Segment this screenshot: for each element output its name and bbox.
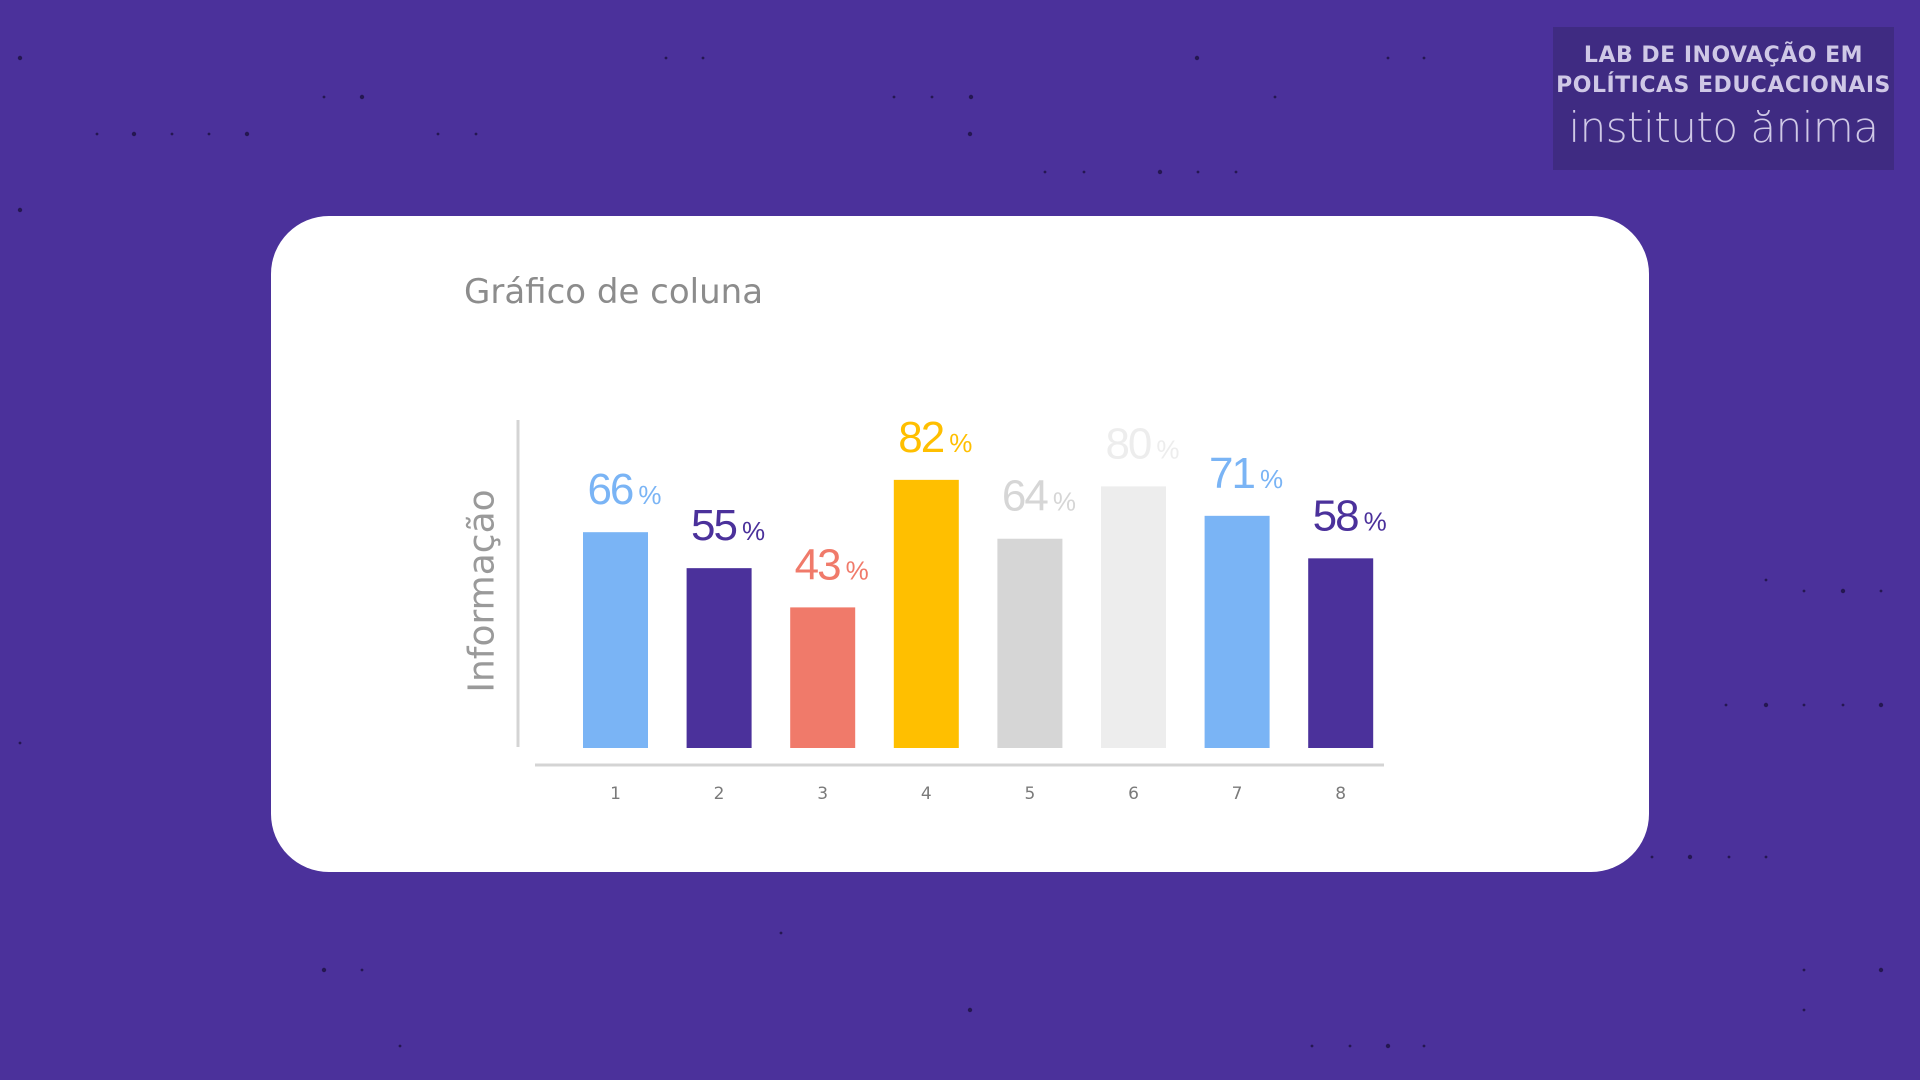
background-dot (1802, 703, 1806, 707)
background-dot (1385, 1043, 1391, 1049)
background-dot (1802, 968, 1806, 972)
background-dot (967, 131, 973, 137)
background-dot (359, 94, 365, 100)
background-dot (779, 931, 783, 935)
x-tick-label-3: 3 (817, 784, 828, 804)
background-dot (95, 132, 99, 136)
background-dot (1878, 702, 1884, 708)
data-label-1: 66% (587, 465, 661, 514)
background-dot (1348, 1044, 1352, 1048)
bar-8 (1308, 558, 1374, 748)
background-dot (1687, 854, 1693, 860)
background-dot (1727, 855, 1731, 859)
bar-7 (1204, 515, 1270, 748)
background-dot (1422, 56, 1426, 60)
data-label-7: 71% (1209, 449, 1283, 498)
background-dot (474, 132, 478, 136)
brand-line-1: LAB DE INOVAÇÃO EM (1583, 43, 1864, 68)
background-dot (207, 132, 211, 136)
data-label-2: 55% (691, 501, 765, 550)
x-tick-label-2: 2 (714, 784, 725, 804)
data-label-4: 82% (898, 413, 972, 462)
background-dot (1650, 855, 1654, 859)
background-dot (1841, 703, 1845, 707)
background-dot (1043, 170, 1047, 174)
background-dot (18, 741, 22, 745)
x-tick-label-1: 1 (610, 784, 621, 804)
data-label-8: 58% (1313, 491, 1387, 540)
bar-3 (790, 607, 856, 748)
chart-title: Gráfico de coluna (464, 272, 764, 312)
instituto-anima-logo: instituto ănima (1568, 103, 1879, 152)
background-dot (244, 131, 250, 137)
background-dot (1386, 56, 1390, 60)
x-tick-label-6: 6 (1128, 784, 1139, 804)
x-tick-label-8: 8 (1335, 784, 1346, 804)
background-dot (967, 1007, 973, 1013)
background-dot (1196, 170, 1200, 174)
background-dot (17, 207, 23, 213)
brand-line-2: POLÍTICAS EDUCACIONAIS (1556, 73, 1891, 98)
bar-5 (997, 538, 1063, 748)
bars-group: 66 % 1 55 % 2 43 % 3 82 % 4 64 % 5 80 % 6 71 % 7 58 % 8 (583, 413, 1389, 804)
background-dot (17, 55, 23, 61)
background-dot (322, 95, 326, 99)
background-dot (1763, 702, 1769, 708)
x-tick-label-4: 4 (921, 784, 932, 804)
background-dot (1310, 1044, 1314, 1048)
data-label-5: 64% (1002, 472, 1076, 521)
background-dot (930, 95, 934, 99)
background-dot (1879, 589, 1883, 593)
x-tick-label-7: 7 (1232, 784, 1243, 804)
background-dot (892, 95, 896, 99)
background-dot (1878, 967, 1884, 973)
background-dot (321, 967, 327, 973)
data-label-6: 80% (1105, 419, 1179, 468)
background-dot (131, 131, 137, 137)
background-dot (360, 968, 364, 972)
background-dot (1764, 855, 1768, 859)
background-dot (701, 56, 705, 60)
bar-4 (893, 479, 959, 748)
background-dot (1724, 703, 1728, 707)
background-dot (1802, 589, 1806, 593)
data-label-3: 43% (795, 540, 869, 589)
background-dot (1157, 169, 1163, 175)
brand-logo-box: LAB DE INOVAÇÃO EM POLÍTICAS EDUCACIONAI… (1553, 27, 1894, 170)
background-dot (398, 1044, 402, 1048)
background-dot (968, 94, 974, 100)
background-dot (1194, 55, 1200, 61)
background-dot (1273, 95, 1277, 99)
background-dot (1082, 170, 1086, 174)
x-tick-label-5: 5 (1024, 784, 1035, 804)
chart-card (271, 216, 1649, 872)
bar-6 (1101, 486, 1166, 748)
background-dot (1234, 170, 1238, 174)
bar-2 (686, 568, 752, 748)
background-dot (1422, 1044, 1426, 1048)
background-dot (1764, 578, 1768, 582)
background-dot (170, 132, 174, 136)
background-dot (1802, 1008, 1806, 1012)
background-dot (1840, 588, 1846, 594)
background-dot (664, 56, 668, 60)
background-dot (436, 132, 440, 136)
bar-1 (583, 532, 648, 748)
